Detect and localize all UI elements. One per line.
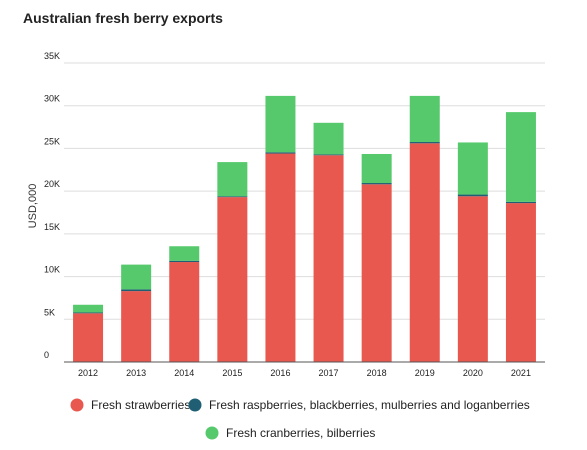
y-axis-label: USD,000 [27,184,39,229]
y-tick-label: 15K [44,222,60,232]
y-tick-label: 25K [44,136,60,146]
legend-label: Fresh strawberries [91,398,190,412]
legend-swatch [70,398,84,412]
chart-title: Australian fresh berry exports [23,10,223,26]
bar-segment [217,196,248,198]
bar-segment [505,203,536,362]
bar-segment [265,153,296,362]
bar-segment [217,197,248,362]
x-tick-label: 2019 [415,368,435,378]
x-tick-label: 2013 [126,368,146,378]
bar-segment [457,142,488,195]
bar-segment [169,260,200,263]
bar-segment [313,154,344,156]
y-tick-label: 5K [44,307,55,317]
bar-segment [121,264,152,290]
bar-segment [73,312,104,314]
legend-item: Fresh raspberries, blackberries, mulberr… [188,398,530,412]
bar-segment [121,289,152,292]
legend: Fresh strawberries Fresh raspberries, bla… [70,398,530,440]
bars: 2012 2013 2014 2015 2016 2017 2018 2019 2020 2021 [73,95,536,378]
y-tick-label: 35K [44,51,60,61]
x-tick-label: 2021 [511,368,531,378]
bar-segment [217,162,248,197]
bar-segment [265,152,296,154]
x-tick-label: 2020 [463,368,483,378]
bar-segment [457,196,488,362]
bar-segment [73,313,104,362]
legend-item: Fresh strawberries [70,398,190,412]
bar-segment [457,194,488,197]
x-tick-label: 2015 [222,368,242,378]
bar-segment [361,153,392,184]
bar-segment [409,143,440,362]
bar-segment [361,183,392,185]
bar-segment [169,246,200,261]
bar-segment [505,112,536,202]
bar-segment [121,291,152,362]
bar-segment [73,304,104,313]
legend-label: Fresh cranberries, bilberries [226,426,375,440]
y-tick-label: 10K [44,265,60,275]
bar-segment [361,184,392,362]
bar-segment [505,201,536,204]
x-tick-label: 2014 [174,368,194,378]
legend-swatch [205,426,219,440]
bar-segment [169,262,200,362]
legend-item: Fresh cranberries, bilberries [205,426,375,440]
y-tick-label: 20K [44,179,60,189]
x-tick-label: 2016 [270,368,290,378]
legend-label: Fresh raspberries, blackberries, mulberr… [209,398,530,412]
x-tick-label: 2017 [319,368,339,378]
x-tick-label: 2018 [367,368,387,378]
y-tick-label: 0 [44,350,49,360]
y-tick-label: 30K [44,94,60,104]
bar-segment [265,95,296,153]
bar-segment [409,142,440,144]
x-tick-label: 2012 [78,368,98,378]
bar-segment [313,122,344,155]
legend-swatch [188,398,202,412]
bar-segment [313,155,344,362]
bar-segment [409,95,440,143]
